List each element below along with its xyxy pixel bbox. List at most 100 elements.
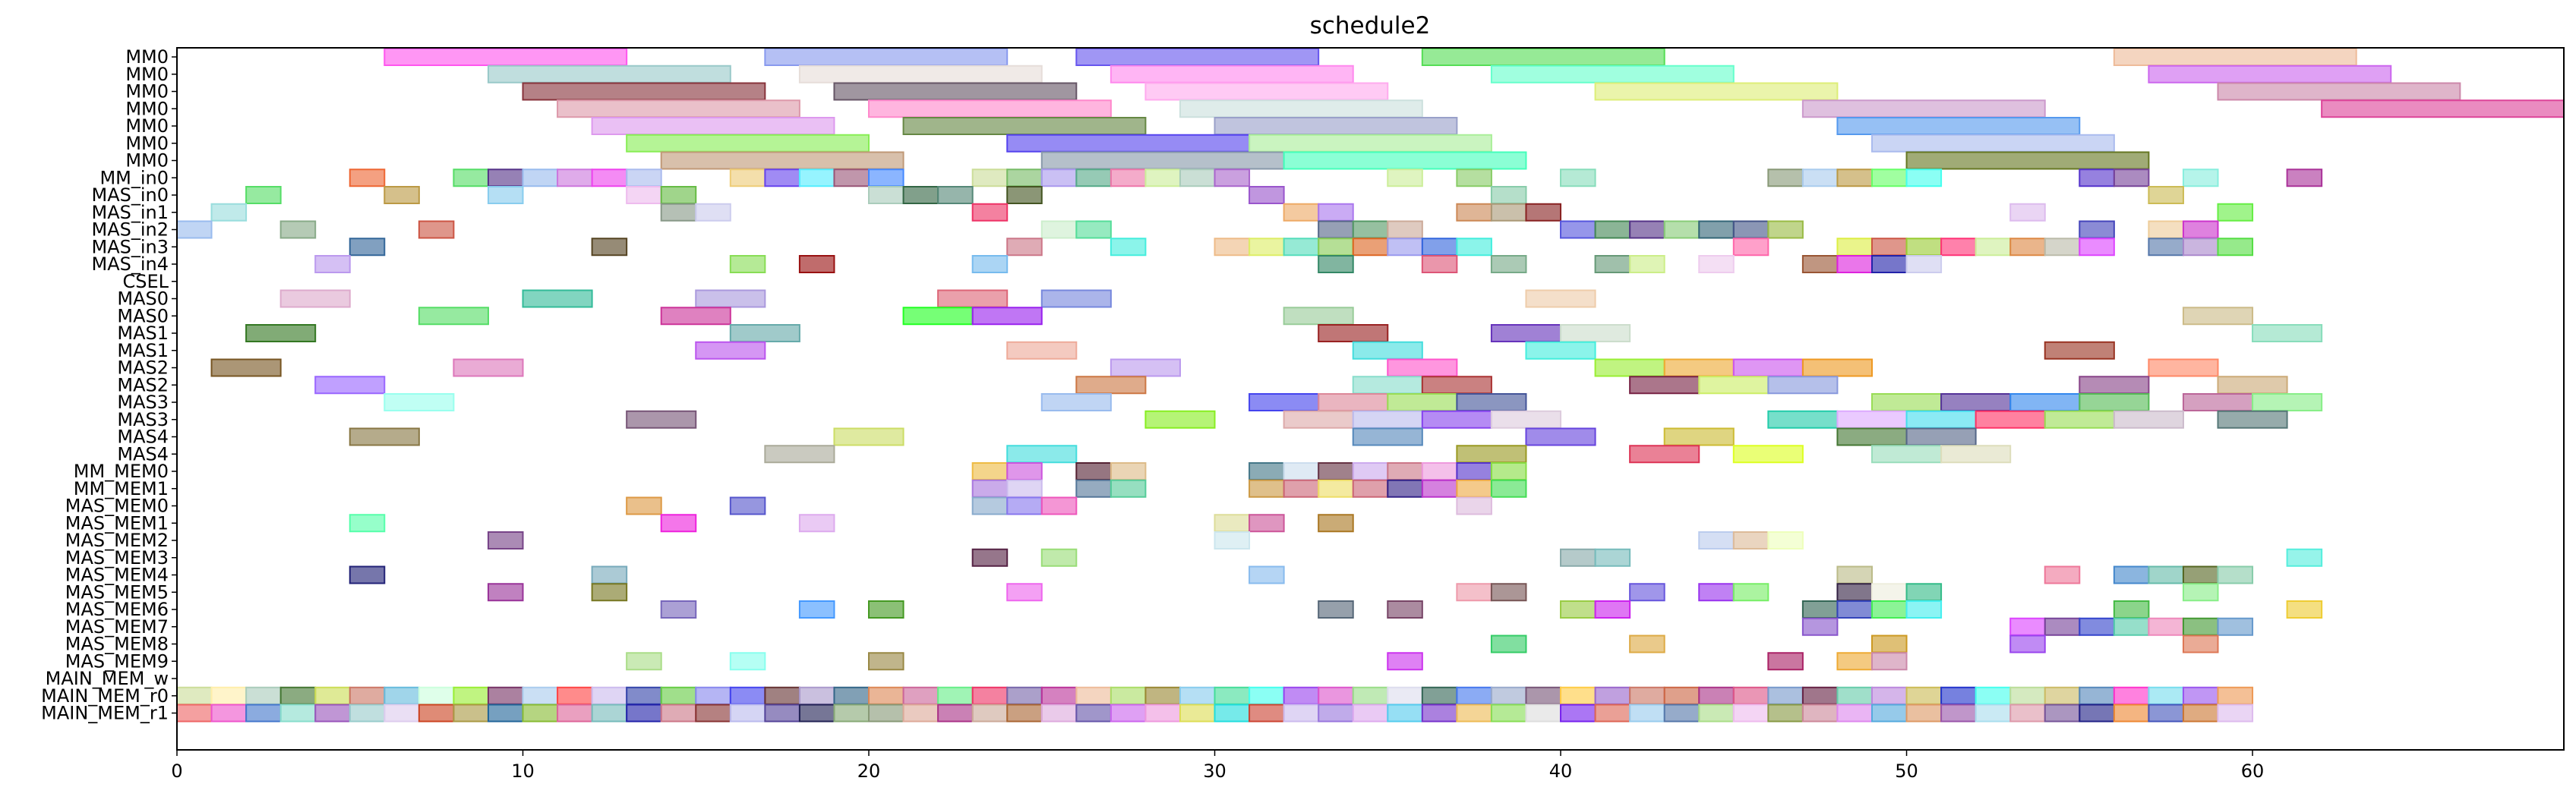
task-bar: [1732, 220, 1769, 239]
task-bar: [1387, 358, 1458, 377]
task-bar: [729, 686, 766, 705]
task-bar: [971, 255, 1009, 273]
task-bar: [557, 686, 593, 705]
task-bar: [1179, 168, 1216, 187]
task-bar: [2113, 168, 2150, 187]
task-bar: [349, 238, 386, 257]
task-bar: [314, 704, 351, 723]
task-bar: [2148, 617, 2184, 636]
y-tick-label: MAS_in0: [91, 184, 169, 206]
task-bar: [2217, 617, 2254, 636]
task-bar: [868, 99, 1112, 118]
task-bar: [1801, 358, 1873, 377]
task-bar: [1525, 341, 1596, 360]
task-bar: [1490, 462, 1527, 480]
task-bar: [2079, 393, 2150, 411]
task-bar: [1940, 445, 2012, 464]
task-bar: [1352, 376, 1423, 395]
task-bar: [349, 514, 386, 533]
task-bar: [1663, 686, 1700, 705]
task-bar: [1456, 168, 1492, 187]
task-bar: [1905, 410, 1977, 429]
task-bar: [2044, 341, 2115, 360]
task-bar: [1560, 220, 1596, 239]
task-bar: [764, 704, 800, 723]
y-tick-label: MAIN_MEM_r0: [41, 685, 169, 707]
task-bar: [1421, 238, 1458, 257]
x-tick-label: 20: [857, 760, 881, 782]
task-bar: [453, 168, 489, 187]
task-bar: [2044, 686, 2081, 705]
task-bar: [1663, 704, 1700, 723]
task-bar: [1905, 427, 1977, 446]
task-bar: [1698, 686, 1735, 705]
task-bar: [971, 496, 1009, 515]
task-bar: [1387, 168, 1423, 187]
task-bar: [1249, 479, 1285, 498]
task-bar: [1905, 238, 1943, 257]
task-bar: [1836, 583, 1873, 602]
task-bar: [1560, 548, 1596, 567]
y-tick-label: MAS0: [117, 288, 169, 310]
task-bar: [1905, 686, 1943, 705]
task-bar: [2009, 617, 2046, 636]
task-bar: [2182, 393, 2254, 411]
task-bars: [176, 48, 2565, 723]
task-bar: [2113, 600, 2150, 619]
task-bar: [1249, 462, 1285, 480]
task-bar: [1767, 704, 1804, 723]
task-bar: [384, 48, 628, 66]
task-bar: [1110, 358, 1181, 377]
task-bar: [2182, 686, 2219, 705]
task-bar: [729, 652, 766, 671]
task-bar: [902, 704, 939, 723]
task-bar: [557, 99, 800, 118]
task-bar: [695, 686, 731, 705]
task-bar: [1387, 238, 1423, 257]
task-bar: [1387, 479, 1423, 498]
task-bar: [1283, 410, 1354, 429]
task-bar: [1870, 686, 1908, 705]
task-bar: [1006, 462, 1043, 480]
task-bar: [1352, 341, 1423, 360]
task-bar: [1836, 168, 1873, 187]
task-bar: [764, 686, 800, 705]
task-bar: [418, 307, 489, 326]
task-bar: [1144, 410, 1216, 429]
task-bar: [798, 686, 835, 705]
task-bar: [1040, 548, 1078, 567]
task-bar: [2252, 393, 2323, 411]
task-bar: [487, 686, 524, 705]
task-bar: [1006, 496, 1043, 515]
task-bar: [1629, 220, 1665, 239]
y-tick-label: MAS_in3: [91, 236, 169, 257]
task-bar: [1006, 341, 1078, 360]
task-bar: [729, 496, 766, 515]
task-bar: [1318, 255, 1354, 273]
task-bar: [1490, 704, 1527, 723]
task-bar: [1040, 151, 1285, 170]
task-bar: [1456, 393, 1527, 411]
task-bar: [1006, 583, 1043, 602]
task-bar: [1905, 583, 1943, 602]
task-bar: [1836, 704, 1873, 723]
task-bar: [1249, 238, 1285, 257]
task-bar: [868, 704, 904, 723]
task-bar: [2009, 238, 2046, 257]
task-bar: [2182, 617, 2219, 636]
task-bar: [868, 686, 904, 705]
task-bar: [626, 410, 697, 429]
task-bar: [1905, 600, 1943, 619]
y-tick-label: MM_MEM0: [74, 461, 169, 482]
task-bar: [2182, 635, 2219, 653]
task-bar: [1352, 462, 1389, 480]
task-bar: [1490, 203, 1527, 222]
y-tick-label: CSEL: [122, 271, 169, 292]
task-bar: [2044, 704, 2081, 723]
task-bar: [1040, 704, 1078, 723]
task-bar: [2009, 635, 2046, 653]
task-bar: [1352, 220, 1389, 239]
task-bar: [1387, 704, 1423, 723]
task-bar: [1560, 686, 1596, 705]
